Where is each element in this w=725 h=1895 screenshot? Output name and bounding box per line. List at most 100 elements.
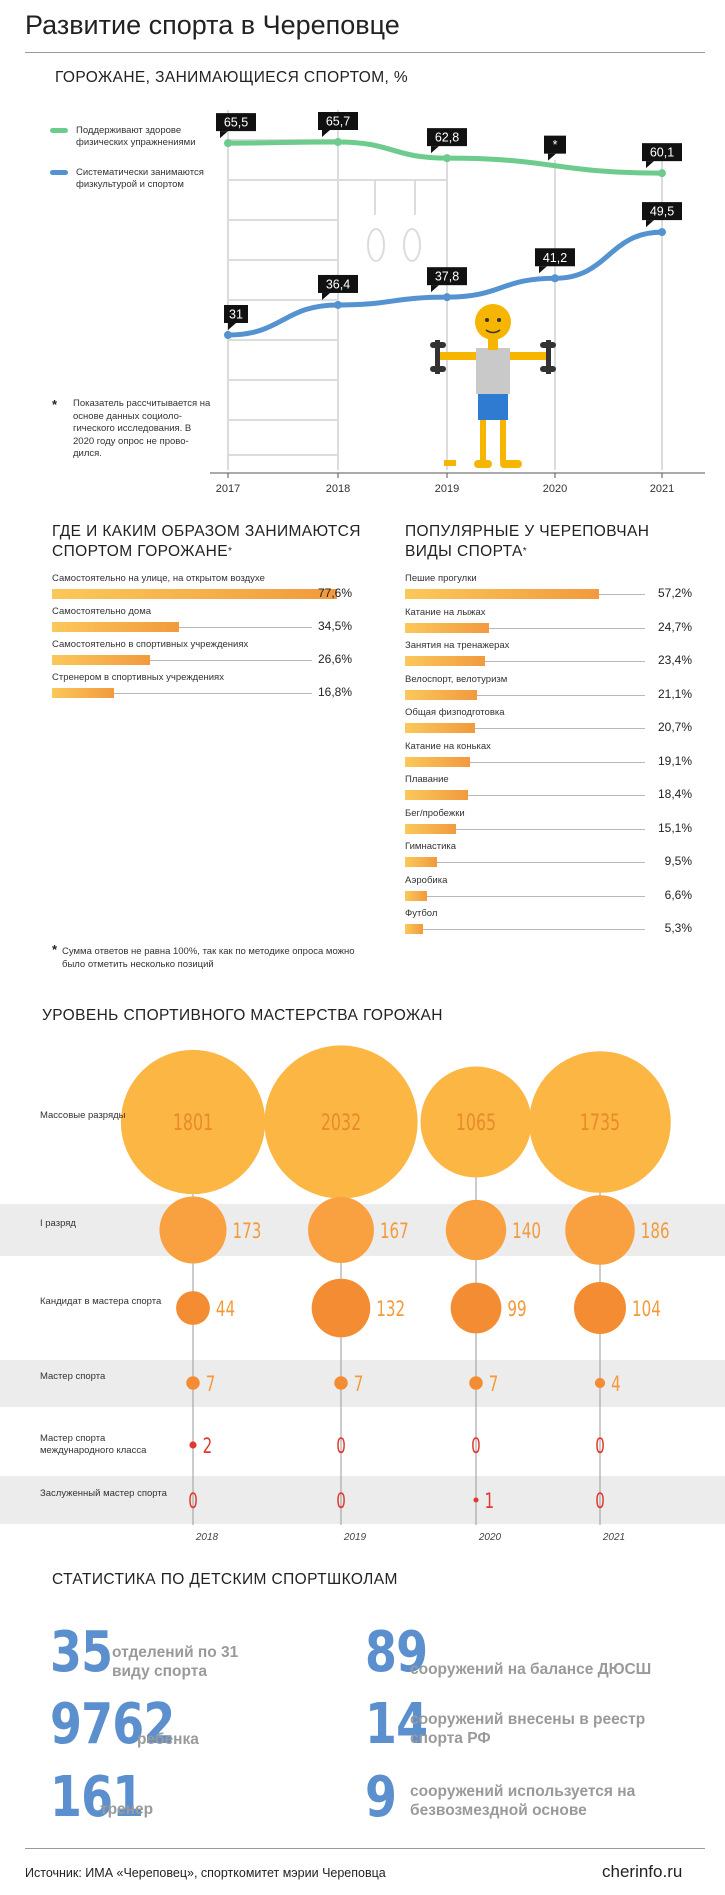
level-bubble xyxy=(420,1066,532,1178)
school-stat-text: тренер xyxy=(100,1801,154,1818)
level-bubble xyxy=(311,1278,371,1338)
level-value: 140 xyxy=(512,1220,541,1244)
data-label-box xyxy=(224,305,248,323)
site-link[interactable]: cherinfo.ru xyxy=(602,1862,683,1881)
sport-value: 24,7% xyxy=(657,619,692,634)
sport-label: Катание на коньках xyxy=(405,740,491,752)
data-label: 62,8 xyxy=(435,131,459,145)
sport-bar xyxy=(405,656,485,666)
data-label: 49,5 xyxy=(650,205,674,219)
data-label-pointer xyxy=(548,153,556,161)
series-point xyxy=(658,169,666,178)
school-stat-number: 14 xyxy=(365,1692,428,1757)
note-marker: * xyxy=(52,397,58,412)
wall-bars-illustration xyxy=(227,110,663,470)
data-label: 36,4 xyxy=(326,277,350,291)
level-value: 2 xyxy=(203,1435,213,1459)
school-stat-text: ребенка xyxy=(137,1731,199,1748)
sport-bar xyxy=(405,924,424,934)
sport-value: 9,5% xyxy=(664,854,692,868)
sport-label: Аэробика xyxy=(405,874,448,886)
legend-label-blue: Систематически занимаются физкультурой и… xyxy=(76,167,204,190)
series-point xyxy=(334,138,342,146)
school-stat-number: 89 xyxy=(365,1620,428,1685)
source-text: Источник: ИМА «Череповец», спорткомитет … xyxy=(25,1866,386,1880)
places-title-text: ГДЕ И КАКИМ ОБРАЗОМ ЗАНИМАЮТСЯ СПОРТОМ Г… xyxy=(52,523,361,560)
sports-title-text: ПОПУЛЯРНЫЕ У ЧЕРЕПОВЧАН ВИДЫ СПОРТА xyxy=(405,523,650,560)
x-tick-label: 2018 xyxy=(326,483,350,495)
sport-bar xyxy=(405,756,470,767)
places-label: Самостоятельно дома xyxy=(52,606,152,617)
series-point xyxy=(658,228,666,237)
level-row-label: Массовые разряды xyxy=(40,1110,126,1121)
level-row-band xyxy=(0,1476,725,1524)
data-label-pointer xyxy=(646,161,654,169)
sport-label: Велоспорт, велотуризм xyxy=(405,673,508,685)
school-stat-number: 9 xyxy=(365,1765,397,1830)
legend-label-green: Поддерживают здорове физических упражнен… xyxy=(76,125,196,148)
data-label-pointer xyxy=(220,131,228,139)
level-bubble xyxy=(186,1376,200,1390)
sport-rule xyxy=(405,828,645,830)
sport-label: Бег/пробежки xyxy=(405,807,465,819)
legend-swatch-green xyxy=(50,128,68,133)
sport-value: 57,2% xyxy=(657,586,692,600)
school-stat-text: сооружений внесены в реестр спорта РФ xyxy=(410,1711,646,1747)
data-label-pointer xyxy=(646,220,654,228)
sport-rule xyxy=(405,694,645,696)
sport-value: 18,4% xyxy=(657,787,692,801)
data-label-box xyxy=(544,135,566,154)
places-label: Самостоятельно в спортивных учреждениях xyxy=(52,639,249,650)
level-value: 7 xyxy=(489,1373,499,1397)
level-value: 1 xyxy=(485,1490,495,1514)
series-point xyxy=(334,300,342,309)
level-bubble xyxy=(159,1196,227,1264)
series-point xyxy=(224,139,232,148)
level-bubble xyxy=(308,1197,374,1263)
sports-title-mark: * xyxy=(522,546,528,557)
level-bubble xyxy=(469,1376,483,1390)
level-value: 1801 xyxy=(173,1109,213,1135)
level-bubble xyxy=(264,1045,418,1199)
level-value: 7 xyxy=(206,1373,216,1397)
level-value: 0 xyxy=(188,1490,198,1514)
series-point xyxy=(551,274,559,283)
data-label-box xyxy=(427,267,467,286)
data-label-pointer xyxy=(539,266,547,274)
level-value: 173 xyxy=(233,1220,262,1244)
data-label-pointer xyxy=(228,323,236,330)
level-row-label: Заслуженный мастер спорта xyxy=(40,1488,167,1499)
level-bubble xyxy=(473,1497,479,1503)
data-label-box xyxy=(216,113,256,132)
data-label: 65,5 xyxy=(224,116,248,130)
places-title: ГДЕ И КАКИМ ОБРАЗОМ ЗАНИМАЮТСЯ СПОРТОМ Г… xyxy=(52,522,372,562)
places-bar xyxy=(52,688,114,698)
level-row-label: Мастер спорта международного класса xyxy=(40,1433,147,1456)
sport-value: 21,1% xyxy=(657,686,692,701)
footer-divider xyxy=(25,1848,705,1849)
level-year-label: 2019 xyxy=(343,1532,367,1543)
level-bubble xyxy=(189,1441,197,1449)
level-value: 186 xyxy=(641,1220,670,1244)
footnote-text: Сумма ответов не равна 100%, так как по … xyxy=(62,946,355,970)
sport-rule xyxy=(405,795,645,796)
data-label: 31 xyxy=(229,308,243,322)
data-label-box xyxy=(642,143,682,162)
places-rule xyxy=(52,693,312,694)
level-row-label: Мастер спорта xyxy=(40,1371,106,1382)
level-value: 44 xyxy=(216,1298,235,1322)
places-value: 16,8% xyxy=(317,685,352,699)
sport-value: 23,4% xyxy=(657,653,692,667)
title-divider xyxy=(25,52,705,53)
line-x-axis: 2017 2018 2019 2020 2021 xyxy=(210,472,705,495)
places-title-mark: * xyxy=(227,546,233,557)
level-value: 99 xyxy=(507,1298,526,1322)
level-value: 104 xyxy=(632,1298,661,1322)
data-label: * xyxy=(553,138,558,152)
places-bar xyxy=(52,589,337,599)
level-value: 0 xyxy=(336,1435,346,1459)
data-label-box xyxy=(642,202,682,221)
athlete-illustration xyxy=(430,304,556,468)
level-year-label: 2018 xyxy=(195,1532,219,1543)
level-value: 0 xyxy=(595,1490,605,1514)
